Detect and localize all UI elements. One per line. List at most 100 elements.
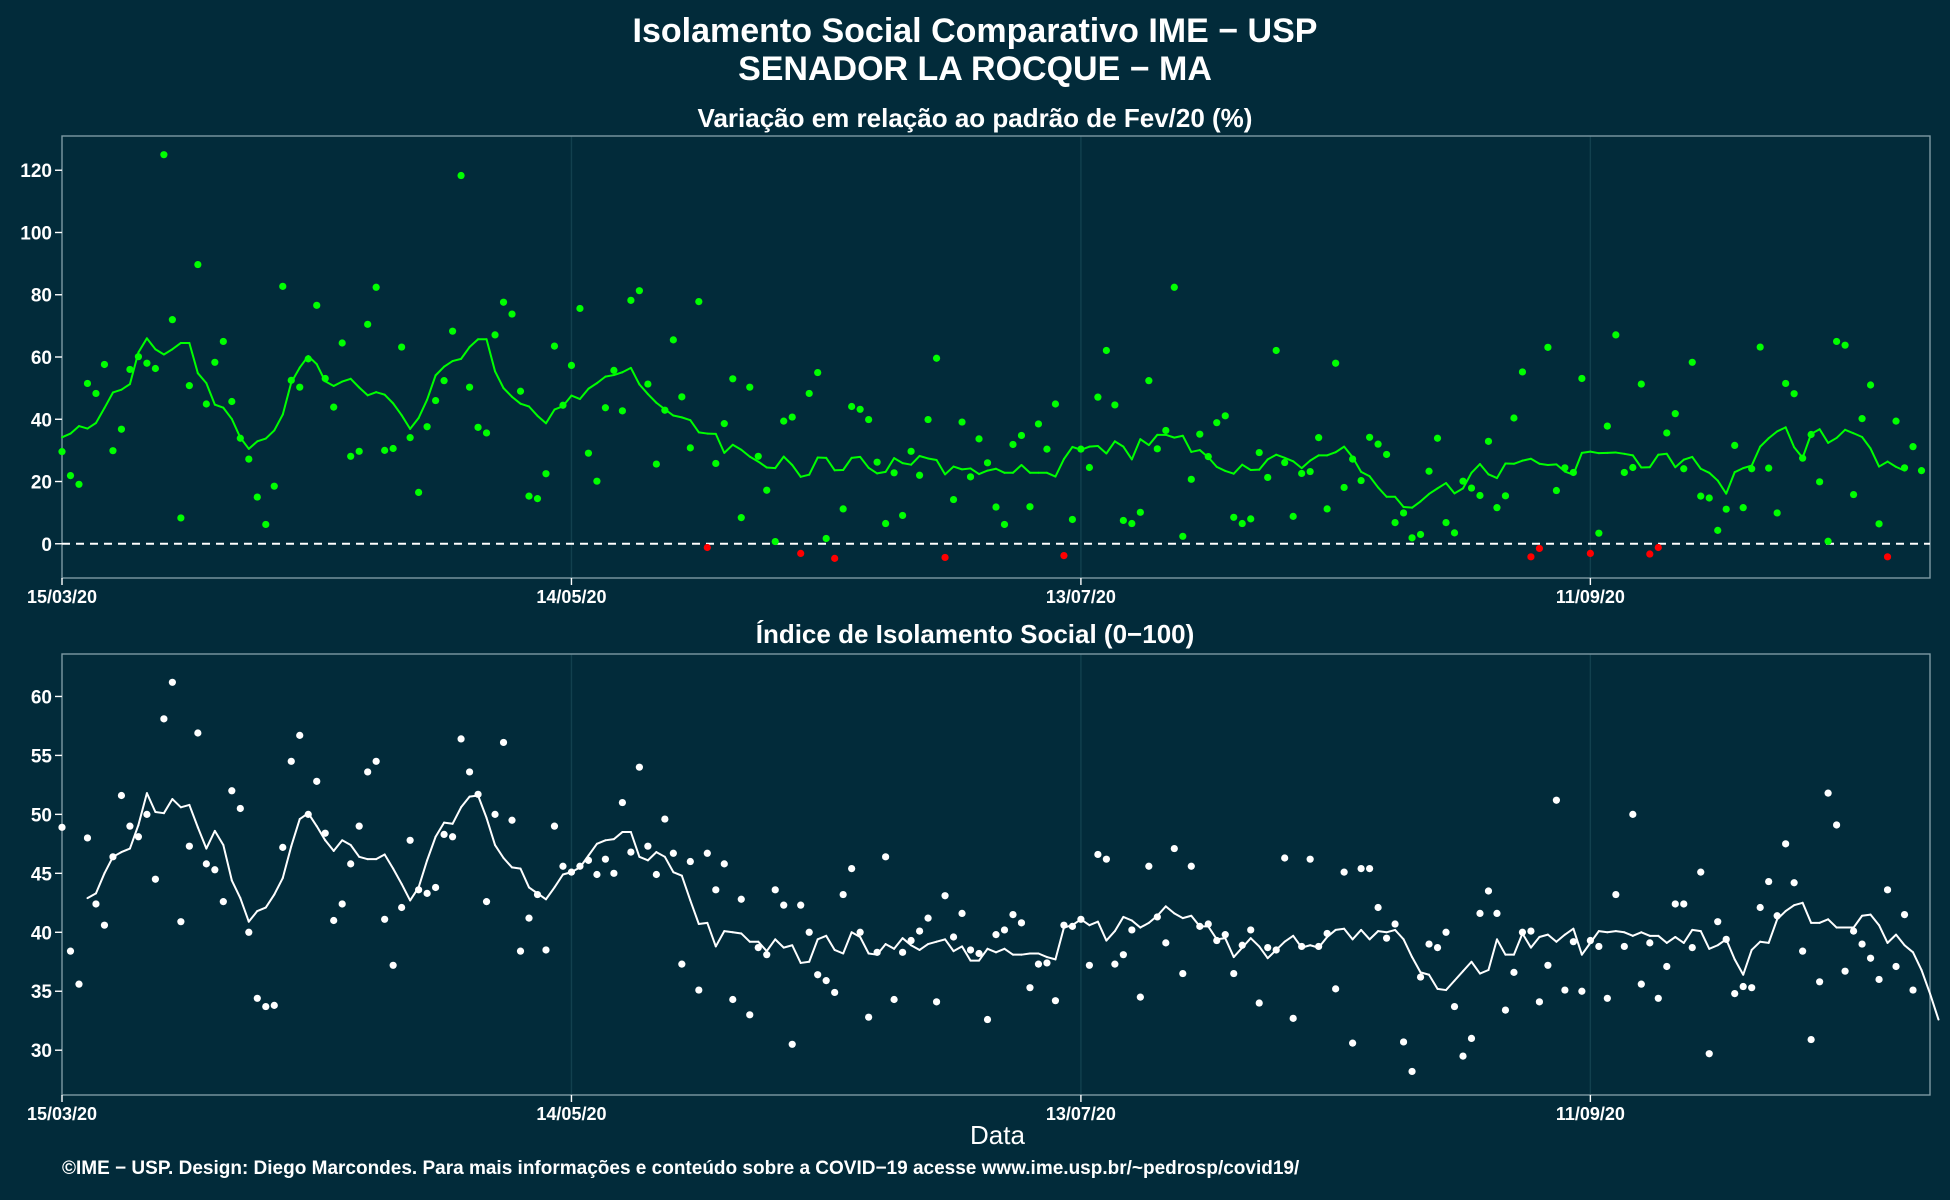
data-point bbox=[1731, 989, 1739, 998]
data-point bbox=[907, 936, 915, 945]
trend-line-segment bbox=[638, 855, 649, 862]
data-point bbox=[992, 931, 1000, 939]
y-tick-label: 50 bbox=[31, 805, 52, 826]
data-point bbox=[1272, 346, 1280, 355]
trend-line-segment bbox=[519, 867, 530, 889]
data-point bbox=[1790, 390, 1798, 398]
data-point bbox=[1620, 468, 1628, 477]
trend-line-segment bbox=[1258, 945, 1269, 960]
data-point bbox=[1145, 377, 1153, 385]
trend-line-segment bbox=[1139, 438, 1150, 447]
data-point bbox=[805, 928, 813, 936]
data-point bbox=[1366, 433, 1374, 441]
chart-title: Isolamento Social Comparativo IME − USP bbox=[632, 12, 1318, 50]
data-point bbox=[550, 342, 559, 350]
data-point bbox=[364, 768, 372, 776]
trend-line-segment bbox=[1232, 463, 1244, 475]
data-point bbox=[330, 403, 338, 411]
trend-line-segment bbox=[1377, 486, 1388, 498]
trend-line-segment bbox=[1181, 914, 1193, 920]
trend-line-segment bbox=[1062, 445, 1074, 461]
trend-line-segment bbox=[1478, 463, 1490, 476]
data-point bbox=[1204, 920, 1212, 928]
data-point bbox=[1892, 417, 1900, 425]
data-point bbox=[1442, 518, 1450, 527]
trend-line-segment bbox=[1623, 931, 1634, 937]
data-point bbox=[1493, 909, 1501, 918]
trend-line-segment bbox=[61, 432, 72, 439]
data-point bbox=[1374, 903, 1382, 912]
data-point bbox=[1111, 960, 1119, 968]
data-point bbox=[364, 320, 372, 328]
trend-line-segment bbox=[213, 403, 225, 409]
trend-line-segment bbox=[1428, 973, 1439, 990]
data-point bbox=[1264, 944, 1272, 952]
trend-line-segment bbox=[1742, 948, 1753, 976]
data-point bbox=[848, 402, 856, 411]
data-point bbox=[729, 375, 737, 383]
data-point bbox=[465, 768, 474, 776]
data-point bbox=[1484, 887, 1493, 895]
trend-line-segment bbox=[799, 960, 811, 964]
trend-line-segment bbox=[1487, 473, 1498, 480]
trend-line-segment bbox=[1445, 979, 1456, 992]
trend-line-segment bbox=[332, 839, 344, 852]
data-point bbox=[729, 995, 737, 1004]
data-point bbox=[1060, 921, 1068, 929]
trend-line-segment bbox=[1368, 930, 1380, 941]
trend-line-segment bbox=[1657, 934, 1668, 944]
trend-line-segment bbox=[1343, 445, 1354, 459]
data-point bbox=[1875, 520, 1883, 528]
data-point bbox=[1340, 483, 1348, 492]
data-point bbox=[1162, 939, 1170, 947]
data-point bbox=[678, 960, 686, 968]
data-point bbox=[746, 1011, 754, 1019]
trend-line-segment bbox=[128, 823, 140, 850]
data-point bbox=[1102, 346, 1110, 355]
data-point bbox=[1714, 918, 1722, 926]
data-point bbox=[1323, 505, 1331, 513]
trend-line-segment bbox=[1445, 482, 1456, 495]
data-point bbox=[1841, 341, 1849, 349]
data-point bbox=[992, 503, 1000, 511]
trend-line-segment bbox=[731, 931, 743, 935]
data-point bbox=[270, 482, 278, 490]
data-point bbox=[1527, 927, 1535, 935]
data-point bbox=[1705, 494, 1713, 502]
data-point bbox=[720, 860, 728, 868]
data-point bbox=[1450, 1002, 1459, 1011]
data-point bbox=[151, 364, 159, 373]
trend-line-segment bbox=[1453, 970, 1464, 982]
data-point bbox=[126, 822, 134, 830]
data-point bbox=[134, 353, 143, 361]
trend-line-segment bbox=[799, 473, 811, 478]
x-tick-label: 13/07/20 bbox=[1046, 1104, 1116, 1124]
trend-line-segment bbox=[230, 417, 242, 439]
data-point bbox=[669, 336, 677, 344]
trend-line-segment bbox=[1334, 927, 1346, 931]
trend-line-segment bbox=[188, 341, 199, 375]
data-point bbox=[143, 810, 151, 818]
trend-line-segment bbox=[205, 829, 216, 850]
trend-line-segment bbox=[995, 947, 1006, 954]
data-point bbox=[949, 495, 958, 504]
trend-line-segment bbox=[341, 377, 352, 383]
trend-line-segment bbox=[443, 360, 454, 368]
trend-line-segment bbox=[1122, 915, 1133, 922]
data-point bbox=[1731, 441, 1739, 449]
data-point bbox=[83, 379, 92, 388]
x-tick-label: 15/03/20 bbox=[27, 587, 97, 607]
trend-line-segment bbox=[1555, 933, 1566, 943]
trend-line-segment bbox=[1521, 457, 1532, 462]
data-point bbox=[1578, 374, 1586, 383]
trend-line-segment bbox=[587, 382, 598, 390]
trend-line-segment bbox=[77, 425, 89, 430]
data-point bbox=[194, 260, 202, 269]
trend-line-segment bbox=[918, 454, 930, 460]
trend-line-segment bbox=[1419, 971, 1431, 976]
data-point bbox=[372, 283, 380, 291]
data-point bbox=[1128, 926, 1136, 934]
data-point bbox=[1408, 534, 1416, 542]
trend-line-segment bbox=[1402, 938, 1414, 959]
data-point bbox=[1094, 393, 1102, 401]
